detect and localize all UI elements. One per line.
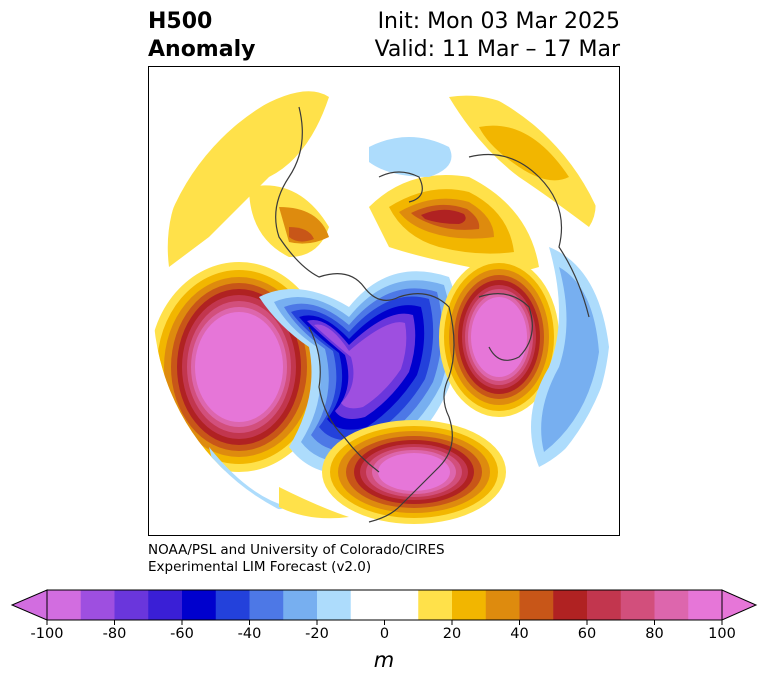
- colorbar-bin: [283, 590, 318, 620]
- colorbar-tick-label: -100: [30, 626, 64, 642]
- colorbar-tick-label: 0: [379, 626, 390, 642]
- colorbar-tick-label: 60: [577, 626, 597, 642]
- colorbar-bin: [317, 590, 352, 620]
- credit-line-1: NOAA/PSL and University of Colorado/CIRE…: [148, 542, 445, 558]
- colorbar-tick-label: 100: [708, 626, 736, 642]
- colorbar-bin: [80, 590, 115, 620]
- colorbar-bin: [553, 590, 588, 620]
- colorbar-bin: [350, 590, 419, 620]
- colorbar-tick-label: -20: [305, 626, 329, 642]
- colorbar-tick-label: 40: [510, 626, 529, 642]
- valid-range: Valid: 11 Mar – 17 Mar: [374, 37, 620, 62]
- colorbar-bin: [688, 590, 723, 620]
- colorbar-tick-label: 20: [442, 626, 462, 642]
- colorbar-bin: [654, 590, 689, 620]
- colorbar-bin: [215, 590, 250, 620]
- credit-line-2: Experimental LIM Forecast (v2.0): [148, 559, 372, 575]
- colorbar-bin: [249, 590, 284, 620]
- colorbar-over-arrow: [721, 589, 758, 621]
- colorbar-bin: [418, 590, 453, 620]
- colorbar-bin: [485, 590, 520, 620]
- anomaly-field: [153, 71, 617, 535]
- colorbar-bin: [47, 590, 82, 620]
- colorbar-tick-label: -40: [237, 626, 262, 642]
- colorbar-bin: [587, 590, 622, 620]
- colorbar-bin: [182, 590, 217, 620]
- colorbar-bin: [114, 590, 149, 620]
- plot-title-left: H500 Anomaly: [148, 8, 255, 64]
- title-field: Anomaly: [148, 37, 256, 62]
- init-date: Init: Mon 03 Mar 2025: [377, 9, 620, 34]
- colorbar-bin: [519, 590, 554, 620]
- colorbar-bin: [452, 590, 487, 620]
- colorbar-tick-label: -80: [102, 626, 127, 642]
- colorbar-under-arrow: [10, 589, 48, 621]
- colorbar-tick-label: -60: [170, 626, 194, 642]
- coastlines: [275, 106, 590, 523]
- polar-map: [148, 66, 620, 536]
- colorbar-bin: [148, 590, 183, 620]
- plot-title-right: Init: Mon 03 Mar 2025 Valid: 11 Mar – 17…: [375, 8, 620, 64]
- title-variable: H500: [148, 9, 213, 34]
- credit-text: NOAA/PSL and University of Colorado/CIRE…: [148, 542, 445, 576]
- colorbar-svg: [10, 589, 758, 625]
- anomaly-map-svg: [153, 71, 617, 535]
- colorbar: -100 -80 -60 -40 -20 0 20 40 60 80 100 m: [0, 586, 768, 686]
- colorbar-tick-label: 80: [645, 626, 664, 642]
- colorbar-bin: [620, 590, 655, 620]
- colorbar-units: m: [373, 648, 395, 672]
